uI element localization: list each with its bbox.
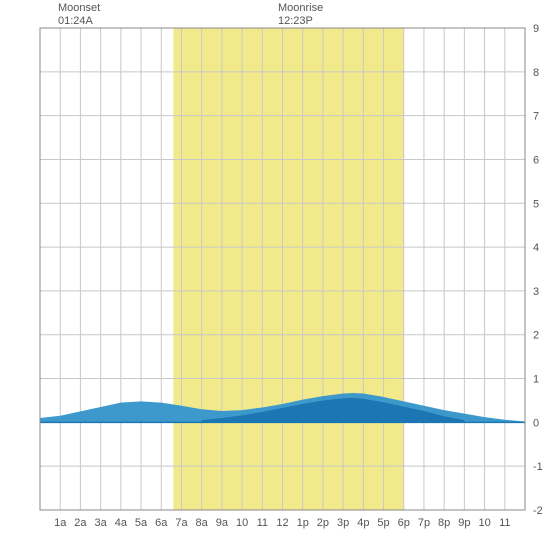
x-tick-label: 1a [54, 517, 67, 529]
moonrise-title: Moonrise [278, 2, 323, 15]
moonset-time: 01:24A [58, 15, 100, 28]
moonrise-time: 12:23P [278, 15, 323, 28]
x-tick-label: 3a [95, 517, 108, 529]
x-tick-label: 4a [115, 517, 128, 529]
y-tick-label: 9 [533, 23, 539, 35]
x-tick-label: 2p [317, 517, 329, 529]
x-tick-label: 2a [74, 517, 87, 529]
x-tick-label: 8p [438, 517, 450, 529]
x-tick-label: 1p [297, 517, 309, 529]
x-tick-label: 9a [216, 517, 229, 529]
x-tick-label: 10 [236, 517, 248, 529]
y-tick-label: 5 [533, 198, 539, 210]
x-tick-label: 3p [337, 517, 349, 529]
y-tick-label: 3 [533, 286, 539, 298]
x-tick-label: 9p [458, 517, 470, 529]
x-tick-label: 6p [398, 517, 410, 529]
y-tick-label: 4 [533, 242, 539, 254]
moonset-title: Moonset [58, 2, 100, 15]
x-tick-label: 11 [257, 517, 268, 529]
x-tick-label: 6a [155, 517, 168, 529]
y-tick-label: 1 [533, 374, 539, 386]
y-tick-label: -2 [533, 505, 543, 517]
daylight-band [173, 28, 403, 510]
y-tick-label: 0 [533, 417, 539, 429]
y-tick-label: 8 [533, 67, 539, 79]
x-tick-label: 11 [499, 517, 510, 529]
x-tick-label: 4p [357, 517, 369, 529]
moonrise-label: Moonrise 12:23P [278, 2, 323, 28]
moonset-label: Moonset 01:24A [58, 2, 100, 28]
x-tick-label: 8a [196, 517, 209, 529]
x-tick-label: 12 [276, 517, 288, 529]
y-tick-label: 7 [533, 111, 539, 123]
tide-chart: Moonset 01:24A Moonrise 12:23P 1a2a3a4a5… [0, 0, 550, 550]
chart-svg: 1a2a3a4a5a6a7a8a9a1011121p2p3p4p5p6p7p8p… [0, 0, 550, 550]
x-tick-label: 10 [478, 517, 490, 529]
x-tick-label: 5a [135, 517, 148, 529]
x-tick-label: 7p [418, 517, 430, 529]
x-tick-label: 7a [175, 517, 188, 529]
y-tick-label: 2 [533, 330, 539, 342]
y-tick-label: -1 [533, 461, 543, 473]
x-tick-label: 5p [377, 517, 389, 529]
y-tick-label: 6 [533, 154, 539, 166]
